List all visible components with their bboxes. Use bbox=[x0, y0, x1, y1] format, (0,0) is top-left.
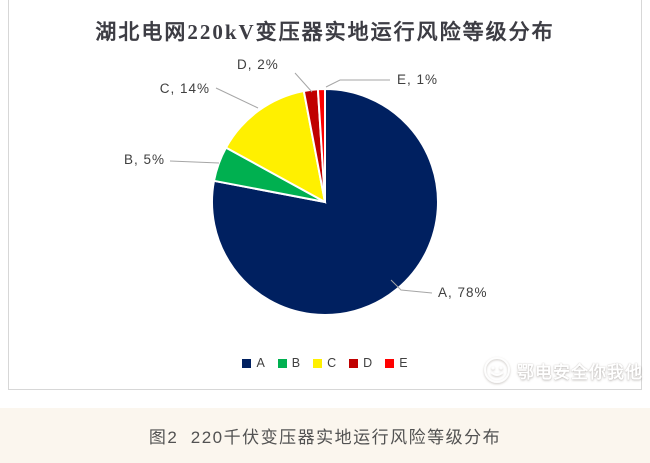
chart-title: 湖北电网220kV变压器实地运行风险等级分布 bbox=[95, 20, 555, 44]
leader-line-d bbox=[294, 72, 313, 93]
leader-line-e bbox=[325, 79, 390, 88]
legend-label-a: A bbox=[256, 356, 265, 370]
pie-label-e: E, 1% bbox=[397, 72, 438, 87]
pie-slice-e bbox=[316, 87, 326, 203]
legend-item-e: E bbox=[385, 356, 408, 370]
figure-caption: 图2 220千伏变压器实地运行风险等级分布 bbox=[148, 428, 502, 447]
pie-slice-c bbox=[224, 89, 327, 204]
legend-label-d: D bbox=[363, 356, 373, 370]
legend-swatch-e bbox=[385, 358, 395, 368]
pie-label-d: D, 2% bbox=[237, 57, 279, 72]
pie-chart: A, 78% B, 5% C, 14% D, 2% E, 1% bbox=[124, 57, 488, 316]
legend-swatch-d bbox=[349, 358, 359, 368]
pie-label-c: C, 14% bbox=[160, 81, 210, 96]
watermark: 鄂电安全你我他 bbox=[483, 356, 643, 384]
leader-line-c bbox=[215, 87, 259, 109]
legend-label-c: C bbox=[327, 356, 337, 370]
legend-swatch-c bbox=[313, 358, 323, 368]
caption-band: 图2 220千伏变压器实地运行风险等级分布 bbox=[0, 408, 650, 463]
legend-item-b: B bbox=[277, 356, 301, 370]
leader-line-b bbox=[169, 160, 220, 164]
watermark-logo-icon bbox=[484, 357, 510, 383]
leader-line-a bbox=[390, 279, 433, 294]
legend-item-d: D bbox=[349, 356, 372, 370]
legend-item-a: A bbox=[242, 356, 265, 370]
legend-label-b: B bbox=[291, 356, 301, 370]
legend-label-e: E bbox=[399, 356, 408, 370]
pie-label-a: A, 78% bbox=[438, 285, 488, 300]
legend-item-c: C bbox=[313, 356, 336, 370]
legend-swatch-b bbox=[277, 358, 287, 368]
watermark-text: 鄂电安全你我他 bbox=[517, 362, 643, 382]
legend-swatch-a bbox=[242, 358, 252, 368]
chart-legend: A B C D E bbox=[0, 356, 650, 370]
pie-label-b: B, 5% bbox=[124, 152, 165, 167]
